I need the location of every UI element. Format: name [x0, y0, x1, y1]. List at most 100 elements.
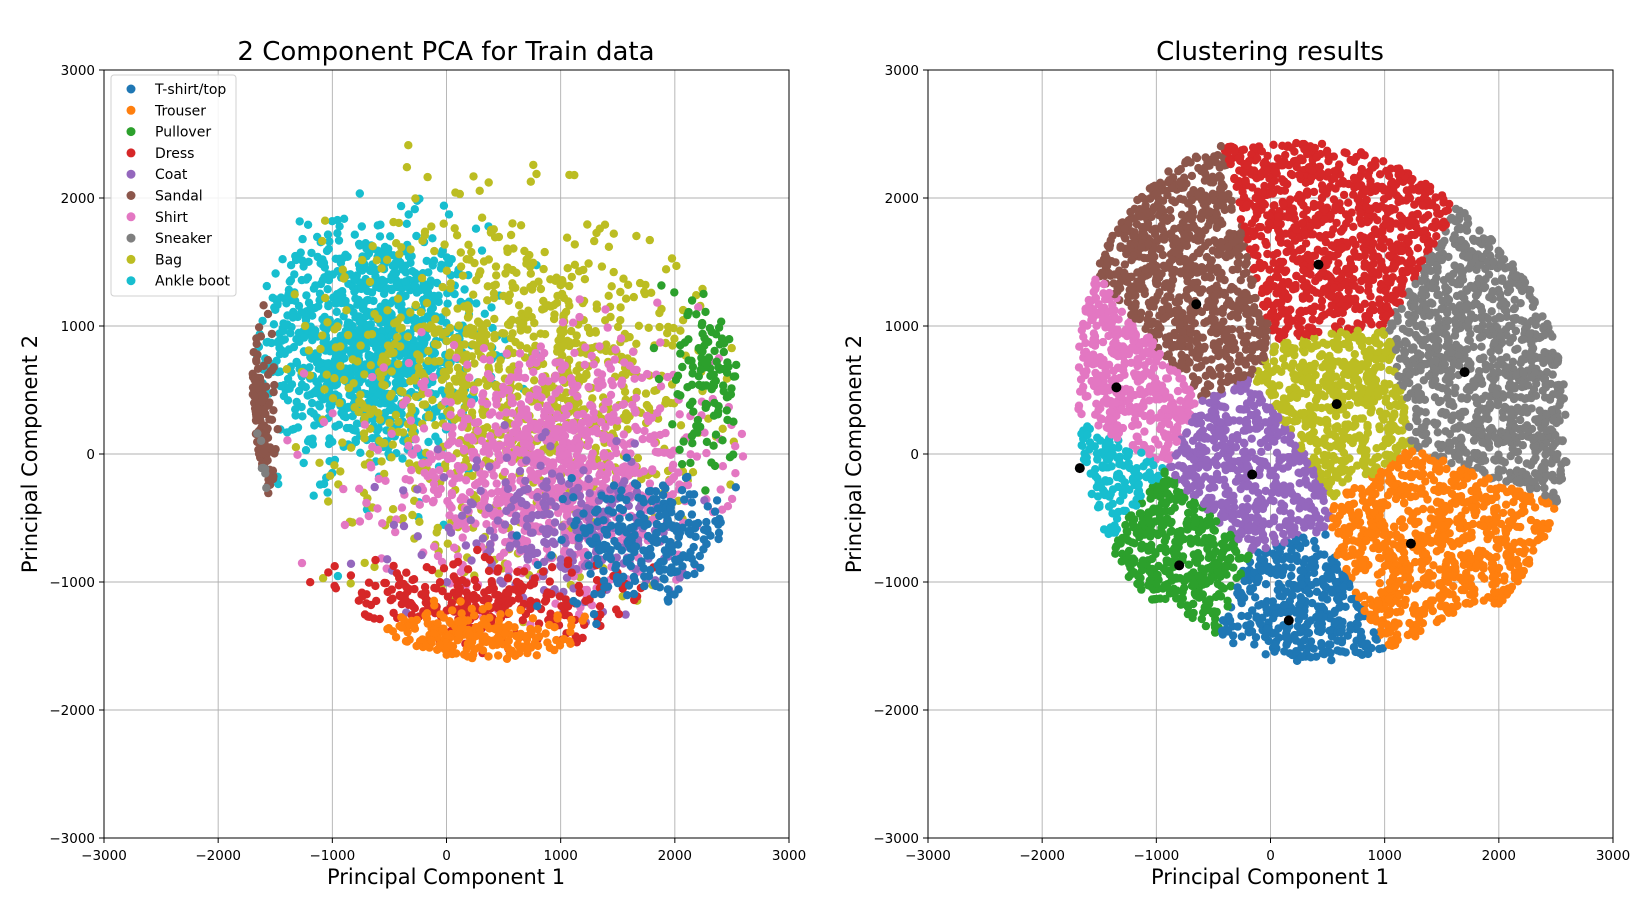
pca-point-bag: [411, 194, 420, 203]
pca-point-bag: [458, 271, 468, 280]
pca-point-trouser: [500, 629, 510, 638]
pca-point-pullover: [725, 335, 734, 344]
pca-point-bag: [452, 231, 462, 240]
pca-point-bag: [506, 230, 516, 240]
pca-point-trouser: [488, 641, 497, 650]
pca-point-ankle-boot: [430, 348, 440, 358]
pca-point-bag: [625, 332, 634, 342]
pca-point-pullover: [696, 365, 705, 374]
pca-point-ankle-boot: [394, 301, 403, 310]
pca-point-bag: [396, 342, 405, 351]
pca-point-bag: [391, 410, 401, 420]
pca-point-dress: [360, 610, 370, 619]
pca-point-shirt: [668, 464, 677, 473]
pca-point-coat: [526, 514, 535, 523]
pca-point-t-shirt-top: [703, 502, 712, 511]
pca-point-pullover: [732, 360, 741, 370]
pca-point-ankle-boot: [406, 258, 415, 268]
pca-point-t-shirt-top: [589, 610, 599, 619]
pca-point-ankle-boot: [437, 260, 446, 269]
pca-point-coat: [478, 534, 488, 543]
pca-point-t-shirt-top: [680, 495, 689, 504]
pca-point-ankle-boot: [386, 405, 395, 415]
pca-point-dress: [463, 565, 473, 574]
pca-point-dress: [399, 579, 408, 589]
pca-point-shirt: [479, 344, 489, 353]
pca-point-bag: [468, 471, 477, 481]
pca-point-shirt: [603, 323, 612, 332]
pca-point-shirt: [610, 355, 619, 364]
pca-point-bag: [388, 440, 397, 449]
pca-point-shirt: [446, 398, 455, 407]
pca-point-shirt: [603, 469, 612, 478]
pca-point-bag: [650, 386, 659, 395]
pca-point-ankle-boot: [288, 313, 298, 322]
pca-point-bag: [544, 301, 553, 310]
pca-point-dress: [439, 564, 449, 573]
pca-point-shirt: [637, 373, 647, 382]
pca-point-ankle-boot: [369, 336, 379, 346]
pca-point-bag: [394, 359, 403, 369]
pca-point-t-shirt-top: [617, 546, 626, 555]
pca-point-t-shirt-top: [622, 453, 631, 462]
pca-point-dress: [547, 589, 556, 599]
pca-point-ankle-boot: [324, 302, 333, 311]
pca-point-bag: [360, 434, 369, 443]
pca-point-t-shirt-top: [624, 581, 634, 590]
x-tick-label: −1000: [309, 848, 355, 864]
pca-point-shirt: [456, 495, 465, 504]
pca-point-bag: [338, 265, 347, 274]
pca-point-shirt: [537, 377, 547, 386]
pca-point-bag: [494, 365, 504, 374]
pca-point-coat: [525, 545, 535, 554]
pca-point-ankle-boot: [307, 437, 317, 446]
pca-point-bag: [393, 294, 403, 303]
pca-point-bag: [434, 325, 444, 334]
pca-point-shirt: [339, 484, 348, 494]
pca-point-ankle-boot: [401, 277, 410, 286]
pca-point-bag: [587, 344, 597, 353]
pca-point-coat: [500, 520, 510, 529]
pca-point-pullover: [707, 385, 716, 394]
pca-point-shirt: [575, 459, 585, 468]
pca-point-coat: [533, 492, 542, 502]
pca-point-bag: [325, 471, 335, 480]
pca-point-ankle-boot: [337, 334, 347, 344]
pca-point-bag: [641, 389, 651, 398]
pca-point-shirt: [611, 345, 620, 354]
pca-point-shirt: [551, 358, 560, 367]
pca-point-ankle-boot: [274, 336, 283, 346]
pca-point-shirt: [599, 405, 608, 414]
pca-point-bag: [522, 344, 532, 353]
pca-point-bag: [545, 448, 554, 457]
pca-point-dress: [454, 588, 464, 597]
pca-point-bag: [473, 317, 483, 326]
pca-point-pullover: [701, 307, 710, 317]
pca-point-bag: [490, 334, 499, 343]
pca-point-shirt: [428, 498, 438, 507]
pca-point-ankle-boot: [428, 234, 437, 243]
pca-point-bag: [383, 306, 392, 315]
pca-point-t-shirt-top: [699, 545, 708, 554]
pca-point-shirt: [429, 542, 439, 551]
pca-point-sandal: [267, 329, 277, 339]
pca-point-ankle-boot: [450, 289, 459, 299]
pca-point-bag: [453, 304, 462, 313]
pca-point-bag: [291, 443, 301, 452]
pca-point-shirt: [340, 520, 350, 530]
pca-point-t-shirt-top: [676, 510, 685, 519]
pca-point-pullover: [709, 411, 719, 420]
legend-label: Coat: [155, 167, 188, 183]
pca-point-bag: [430, 246, 439, 256]
pca-point-bag: [644, 403, 654, 412]
pca-point-bag: [635, 278, 645, 288]
pca-point-coat: [484, 503, 494, 513]
pca-point-trouser: [516, 605, 525, 615]
pca-point-bag: [523, 309, 532, 318]
pca-point-trouser: [436, 610, 445, 619]
pca-point-ankle-boot: [262, 281, 271, 291]
pca-point-bag: [655, 322, 664, 332]
pca-point-coat: [620, 477, 629, 486]
pca-point-coat: [467, 556, 476, 565]
pca-point-shirt: [480, 470, 489, 479]
